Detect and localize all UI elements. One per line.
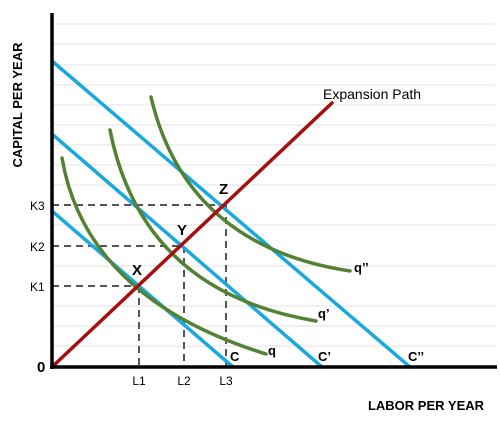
isoquant-curves [60,95,352,356]
axes [50,13,497,369]
isocost-c [50,209,235,369]
isocost-c-double-prime [50,59,412,369]
isoquant-q-double-prime [149,95,352,273]
x-axis-title: LABOR PER YEAR [368,398,485,413]
x-tick-l1: L1 [132,374,146,388]
isocost-c-prime [50,132,324,369]
y-tick-k3: K3 [30,199,45,213]
gridlines [52,23,495,347]
point-y-label: Y [177,222,187,239]
isoquant-q-double-prime-label: q’’ [354,260,369,275]
x-tick-l2: L2 [177,374,191,388]
expansion-path-label: Expansion Path [323,86,421,102]
x-tick-l3: L3 [219,374,233,388]
expansion-path-line [50,101,334,369]
y-tick-k1: K1 [30,280,45,294]
point-z-label: Z [219,181,228,198]
isoquant-q-prime [108,128,318,323]
isoquant-q-label: q [268,343,276,358]
y-tick-k2: K2 [30,240,45,254]
y-axis-title: CAPITAL PER YEAR [10,42,25,168]
isocost-lines [50,59,412,369]
isocost-c-double-prime-label: C’’ [408,349,424,364]
point-x-label: X [132,262,142,279]
isoquant-q-prime-label: q’ [318,306,330,321]
origin-label: 0 [37,359,45,376]
isocost-c-label: C [230,349,240,364]
isocost-c-prime-label: C’ [318,349,331,364]
isoquant-q [60,156,268,356]
